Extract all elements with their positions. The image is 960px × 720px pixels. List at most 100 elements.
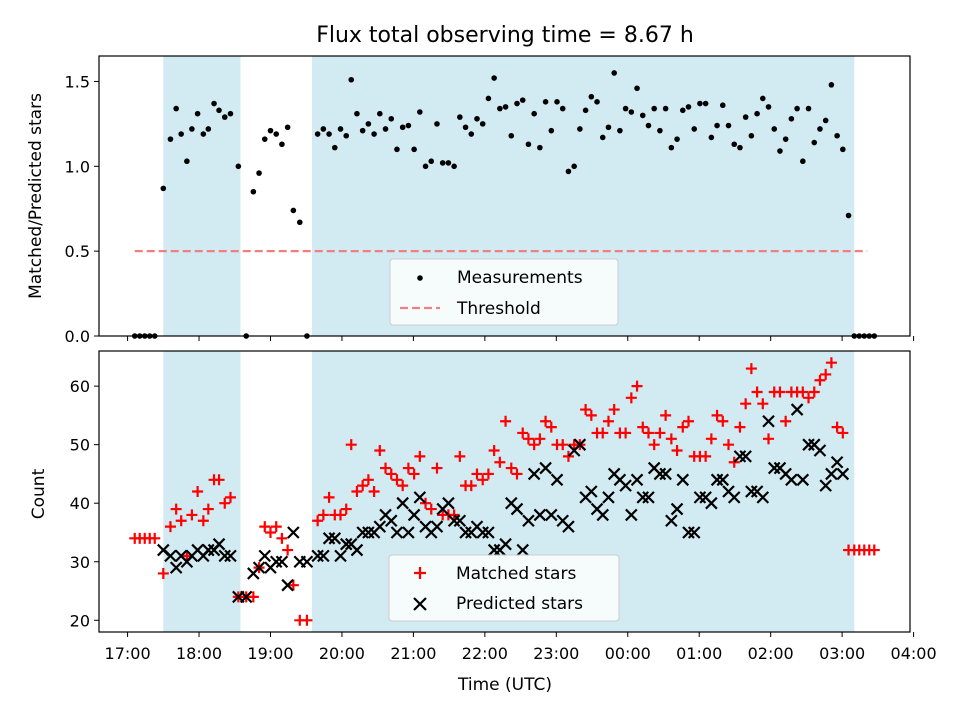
matched-star-point xyxy=(391,474,403,486)
matched-star-point xyxy=(213,474,225,486)
matched-star-point xyxy=(500,415,512,427)
predicted-star-point xyxy=(596,508,610,522)
measurement-point xyxy=(194,110,201,117)
matched-star-point xyxy=(397,480,409,492)
predicted-star-point xyxy=(653,467,667,481)
matched-star-point xyxy=(357,480,369,492)
predicted-star-point xyxy=(311,549,324,563)
measurement-point xyxy=(497,105,503,112)
matched-star-point xyxy=(705,433,717,445)
matched-star-point xyxy=(808,386,820,398)
matched-star-point xyxy=(374,445,386,457)
predicted-star-point xyxy=(430,520,444,533)
measurement-point xyxy=(468,131,475,137)
predicted-star-point xyxy=(533,508,547,522)
predicted-star-point xyxy=(334,549,347,563)
measurement-point xyxy=(628,109,635,115)
matched-star-point xyxy=(282,544,294,556)
measurement-point xyxy=(571,163,577,170)
measurement-point xyxy=(822,117,829,124)
matched-star-point xyxy=(620,427,632,439)
matched-star-point xyxy=(477,474,489,486)
predicted-star-point xyxy=(258,549,272,563)
measurement-point xyxy=(359,127,366,134)
predicted-star-point xyxy=(642,491,655,504)
predicted-star-point xyxy=(665,514,678,528)
measurement-point xyxy=(451,163,457,170)
predicted-star-point xyxy=(636,491,650,504)
predicted-star-point xyxy=(476,526,489,539)
predicted-star-point xyxy=(362,526,375,539)
predicted-star-point xyxy=(705,496,718,510)
measurement-point xyxy=(577,126,583,132)
observing-interval-shade xyxy=(163,56,241,336)
predicted-star-point xyxy=(630,473,644,487)
predicted-star-point xyxy=(322,532,336,545)
matched-star-point xyxy=(562,450,574,462)
predicted-star-point xyxy=(373,520,387,533)
matched-star-point xyxy=(557,439,569,451)
predicted-star-point xyxy=(402,526,415,539)
x-axis-label: Time (UTC) xyxy=(457,675,552,695)
measurement-point xyxy=(399,124,406,131)
predicted-star-point xyxy=(659,467,672,481)
predicted-star-point xyxy=(482,526,495,539)
predicted-star-point xyxy=(625,508,638,522)
measurement-point xyxy=(284,124,291,131)
measurement-point xyxy=(599,134,606,141)
bottom-y-tick-label: 20 xyxy=(70,611,90,630)
legend-matched-marker xyxy=(414,567,426,579)
matched-star-point xyxy=(340,503,352,515)
measurement-point xyxy=(216,107,222,114)
matched-star-point xyxy=(186,509,198,521)
measurement-point xyxy=(445,160,452,166)
measurement-point xyxy=(508,132,515,139)
measurement-point xyxy=(514,100,520,107)
predicted-star-point xyxy=(390,526,404,539)
predicted-star-point xyxy=(716,473,730,487)
measurement-point xyxy=(388,115,395,122)
matched-star-point xyxy=(682,415,694,427)
predicted-star-point xyxy=(516,543,529,557)
matched-star-point xyxy=(270,521,282,533)
predicted-star-point xyxy=(802,438,815,451)
measurement-point xyxy=(542,99,549,105)
measurement-point xyxy=(840,146,846,153)
predicted-star-point xyxy=(202,543,215,557)
predicted-star-point xyxy=(836,467,850,481)
top-y-axis-label: Matched/Predicted stars xyxy=(26,93,46,299)
measurement-point xyxy=(537,144,543,151)
matched-star-point xyxy=(803,392,815,404)
measurement-point xyxy=(485,95,492,102)
measurement-point xyxy=(742,114,749,120)
measurement-point xyxy=(817,126,823,132)
bottom-y-tick-label: 40 xyxy=(70,494,90,513)
x-tick-label: 17:00 xyxy=(105,644,151,663)
matched-star-point xyxy=(197,515,209,527)
measurement-point xyxy=(794,105,800,112)
x-tick-label: 00:00 xyxy=(605,644,651,663)
legend-measurement-marker xyxy=(417,275,423,281)
matched-star-point xyxy=(774,386,786,398)
measurement-point xyxy=(211,100,217,107)
measurement-point xyxy=(657,127,663,134)
predicted-star-point xyxy=(687,526,701,539)
measurement-point xyxy=(502,104,509,110)
predicted-star-point xyxy=(562,520,575,533)
matched-star-point xyxy=(202,503,214,515)
matched-star-point xyxy=(700,450,712,462)
matched-star-point xyxy=(301,614,313,626)
matched-star-point xyxy=(820,368,832,380)
measurement-point xyxy=(719,102,726,109)
matched-star-point xyxy=(264,526,276,538)
predicted-star-point xyxy=(693,491,707,504)
predicted-star-point xyxy=(328,532,342,545)
measurement-point xyxy=(173,105,179,112)
measurement-point xyxy=(256,170,262,176)
measurement-point xyxy=(582,107,589,114)
measurement-point xyxy=(765,104,772,110)
matched-star-point xyxy=(625,392,637,404)
measurement-point xyxy=(205,126,212,132)
predicted-star-point xyxy=(785,473,798,487)
